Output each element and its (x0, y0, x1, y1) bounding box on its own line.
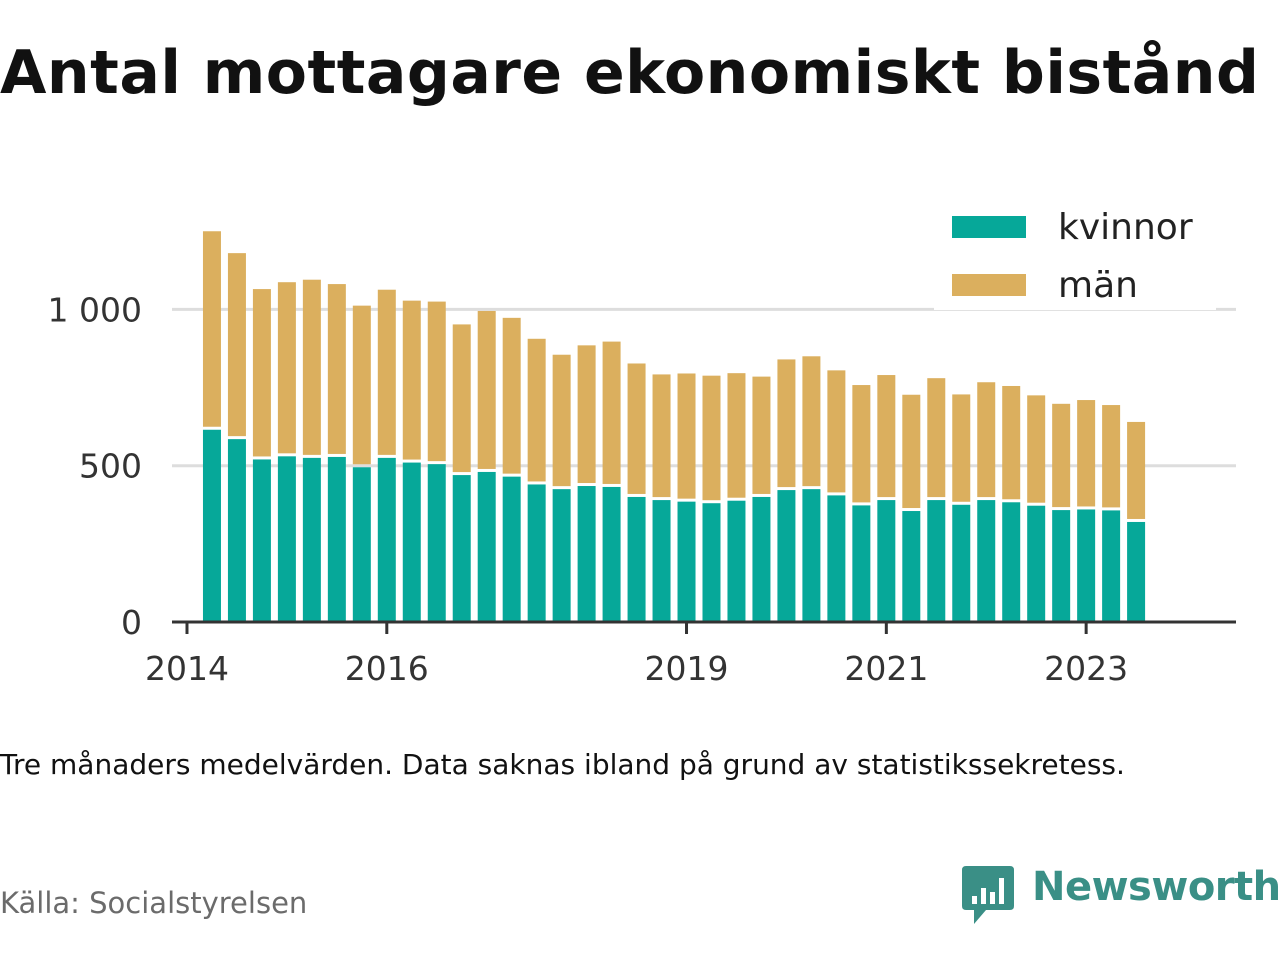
bar-man (227, 253, 246, 437)
bar-man (727, 373, 746, 498)
bar-man (1102, 405, 1121, 508)
bar-kvinnor (1102, 510, 1121, 622)
source-label: Källa: Socialstyrelsen (0, 886, 308, 920)
bar-man (402, 300, 421, 460)
stacked-bar-chart: 0 500 1 000 2014 2016 2019 2021 2023 kvinnor män (47, 207, 1236, 688)
bar-kvinnor (827, 495, 846, 622)
bar-man (327, 284, 346, 454)
chart-title: Antal mottagare ekonomiskt bistånd (0, 38, 1260, 108)
legend-label: män (1058, 265, 1138, 306)
bar-man (677, 373, 696, 499)
bar-man (627, 363, 646, 494)
bar-man (427, 301, 446, 462)
bar-man (1002, 385, 1021, 500)
bar-kvinnor (1127, 521, 1146, 622)
chart-note: Tre månaders medelvärden. Data saknas ib… (0, 748, 1125, 781)
bar-kvinnor (352, 467, 371, 622)
bar-man (902, 394, 921, 509)
bar-man (752, 376, 771, 494)
bar-man (202, 231, 221, 427)
legend-swatch (952, 274, 1026, 296)
bar-man (1027, 395, 1046, 503)
bar-kvinnor (802, 489, 821, 622)
bar-man (352, 305, 371, 465)
bar-kvinnor (652, 500, 671, 622)
x-tick-label: 2014 (145, 649, 229, 688)
bar-man (552, 354, 571, 487)
legend-label: kvinnor (1058, 207, 1193, 248)
bar-man (777, 359, 796, 488)
bar-kvinnor (1027, 505, 1046, 622)
bar-kvinnor (527, 484, 546, 622)
bar-kvinnor (227, 439, 246, 622)
bar-kvinnor (902, 511, 921, 622)
bar-man (1127, 421, 1146, 519)
bar-man (477, 310, 496, 469)
bar-man (277, 282, 296, 454)
bar-kvinnor (777, 490, 796, 622)
bar-kvinnor (327, 456, 346, 622)
bar-man (577, 345, 596, 484)
bar-man (702, 375, 721, 501)
bar-kvinnor (1002, 502, 1021, 622)
bar-man (802, 356, 821, 487)
bar-man (502, 317, 521, 474)
bar-kvinnor (452, 475, 471, 622)
bar-kvinnor (727, 500, 746, 622)
bar-man (252, 289, 271, 457)
bar-kvinnor (377, 457, 396, 622)
legend-swatch (952, 216, 1026, 238)
newsworthy-logo: Newsworthy (962, 862, 1280, 926)
bar-man (602, 341, 621, 484)
bar-man (1077, 400, 1096, 507)
bar-man (302, 279, 321, 455)
bar-man (952, 394, 971, 502)
bar-man (377, 289, 396, 455)
bar-kvinnor (877, 500, 896, 622)
bar-kvinnor (852, 505, 871, 622)
brand-name: Newsworthy (1032, 864, 1280, 910)
bar-kvinnor (477, 471, 496, 622)
x-tick-label: 2023 (1044, 649, 1128, 688)
newsworthy-chat-chart-icon (962, 866, 1014, 924)
bar-kvinnor (627, 496, 646, 622)
bar-man (452, 324, 471, 473)
bar-kvinnor (1052, 510, 1071, 622)
x-tick-label: 2016 (345, 649, 429, 688)
x-tick-label: 2019 (645, 649, 729, 688)
bar-man (927, 378, 946, 498)
y-tick-label: 500 (79, 447, 142, 486)
bar-kvinnor (552, 489, 571, 622)
bar-man (877, 375, 896, 498)
bar-kvinnor (402, 462, 421, 622)
bar-man (977, 382, 996, 498)
bar-kvinnor (252, 459, 271, 622)
bar-kvinnor (952, 504, 971, 622)
bar-man (527, 338, 546, 482)
bar-kvinnor (577, 486, 596, 622)
bar-man (1052, 403, 1071, 508)
bar-man (652, 374, 671, 498)
bar-kvinnor (927, 500, 946, 622)
x-tick-label: 2021 (844, 649, 928, 688)
bar-man (852, 385, 871, 503)
bar-kvinnor (427, 464, 446, 622)
y-tick-label: 0 (121, 603, 142, 642)
bar-kvinnor (202, 429, 221, 622)
bar-kvinnor (1077, 509, 1096, 622)
bar-kvinnor (977, 500, 996, 622)
bar-kvinnor (277, 456, 296, 622)
bar-kvinnor (752, 496, 771, 622)
y-tick-label: 1 000 (48, 290, 142, 329)
bar-kvinnor (677, 501, 696, 622)
bar-kvinnor (502, 476, 521, 622)
bar-kvinnor (602, 486, 621, 622)
bar-man (827, 370, 846, 493)
bar-kvinnor (302, 457, 321, 622)
bar-kvinnor (702, 503, 721, 622)
